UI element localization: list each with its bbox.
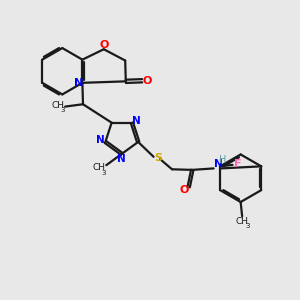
Text: F: F bbox=[234, 159, 241, 169]
Text: 3: 3 bbox=[245, 223, 250, 229]
Text: S: S bbox=[154, 153, 162, 163]
Text: N: N bbox=[74, 78, 83, 88]
Text: CH: CH bbox=[52, 101, 64, 110]
Text: H: H bbox=[220, 155, 227, 165]
Text: O: O bbox=[142, 76, 152, 86]
Text: O: O bbox=[179, 185, 189, 195]
Text: 3: 3 bbox=[102, 169, 106, 175]
Text: 3: 3 bbox=[61, 106, 65, 112]
Text: CH: CH bbox=[92, 163, 105, 172]
Text: N: N bbox=[214, 159, 223, 169]
Text: N: N bbox=[132, 116, 141, 126]
Text: N: N bbox=[96, 135, 105, 145]
Text: N: N bbox=[117, 154, 125, 164]
Text: CH: CH bbox=[236, 217, 249, 226]
Text: O: O bbox=[99, 40, 109, 50]
